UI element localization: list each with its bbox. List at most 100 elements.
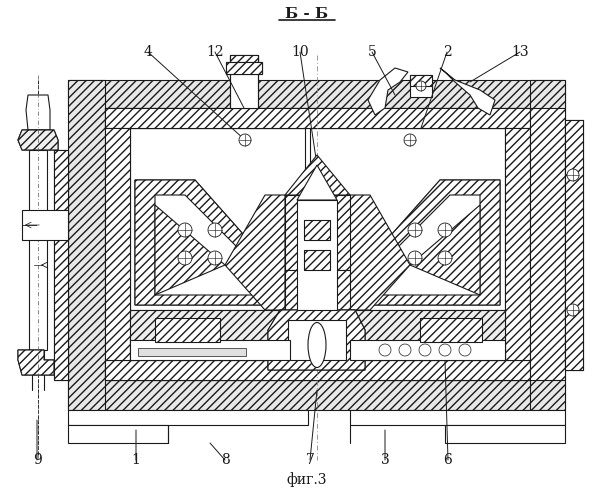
Circle shape [459,344,471,356]
Text: фиг.3: фиг.3 [286,472,327,488]
Circle shape [208,251,222,265]
Polygon shape [68,80,565,108]
Circle shape [423,323,437,337]
Bar [350,340,505,360]
Circle shape [567,304,579,316]
Text: Б - Б: Б - Б [285,7,328,21]
Polygon shape [410,75,432,86]
Circle shape [404,134,416,146]
Polygon shape [304,250,330,270]
Polygon shape [420,318,482,342]
Polygon shape [410,205,480,295]
Polygon shape [155,318,220,342]
Circle shape [239,134,251,146]
Polygon shape [68,80,105,410]
Polygon shape [18,130,58,150]
Bar [297,200,337,310]
Polygon shape [18,350,54,375]
Polygon shape [350,195,410,310]
Text: 12: 12 [206,45,224,59]
Circle shape [208,223,222,237]
Text: 6: 6 [444,453,452,467]
Bar [68,425,168,443]
Circle shape [567,169,579,181]
Polygon shape [130,310,305,360]
Bar [350,410,565,425]
Polygon shape [54,150,68,380]
Bar [138,348,246,356]
Circle shape [419,344,431,356]
Bar [105,360,530,380]
Bar [230,55,258,108]
Polygon shape [285,270,350,310]
Polygon shape [105,128,130,360]
Circle shape [399,344,411,356]
Text: 4: 4 [143,45,153,59]
Bar [22,210,68,240]
Circle shape [408,223,422,237]
Bar [130,128,305,310]
Bar [226,62,262,74]
Polygon shape [375,195,480,295]
Circle shape [463,323,477,337]
Polygon shape [268,310,365,370]
Circle shape [416,81,426,91]
Bar [68,410,308,425]
Polygon shape [68,380,565,410]
Text: 2: 2 [443,45,451,59]
Bar [445,425,565,443]
Text: 7: 7 [305,453,314,467]
Bar [304,250,330,270]
Polygon shape [155,195,260,295]
Text: 8: 8 [221,453,229,467]
Circle shape [408,251,422,265]
Polygon shape [135,180,275,305]
Bar [310,128,505,310]
Polygon shape [368,68,408,115]
Circle shape [178,223,192,237]
Polygon shape [297,165,337,200]
Circle shape [379,344,391,356]
Polygon shape [440,68,495,115]
Circle shape [158,323,172,337]
Polygon shape [310,310,505,360]
Bar [29,150,47,350]
Bar [130,340,290,360]
Circle shape [439,344,451,356]
Circle shape [438,223,452,237]
Polygon shape [304,220,330,240]
Circle shape [178,251,192,265]
Bar [565,120,583,370]
Polygon shape [285,155,350,195]
Polygon shape [565,120,583,370]
Polygon shape [360,180,500,305]
Text: 1: 1 [132,453,140,467]
Text: 10: 10 [291,45,309,59]
Bar [288,320,346,360]
Polygon shape [18,130,58,150]
Circle shape [198,323,212,337]
Polygon shape [360,180,500,305]
Bar [105,108,530,128]
Circle shape [438,251,452,265]
Polygon shape [155,205,225,295]
Polygon shape [230,55,258,65]
Polygon shape [135,180,275,305]
Polygon shape [505,128,530,360]
Text: 5: 5 [368,45,376,59]
Text: 9: 9 [32,453,41,467]
Polygon shape [26,95,50,130]
Polygon shape [530,108,565,380]
Polygon shape [105,360,530,380]
Polygon shape [225,195,285,310]
Polygon shape [18,350,54,375]
Ellipse shape [308,322,326,368]
Bar [304,220,330,240]
Polygon shape [268,310,365,370]
Polygon shape [226,62,262,74]
Text: 3: 3 [381,453,389,467]
Bar [54,150,68,380]
Polygon shape [285,195,350,270]
Polygon shape [105,108,530,128]
Bar [410,75,432,97]
